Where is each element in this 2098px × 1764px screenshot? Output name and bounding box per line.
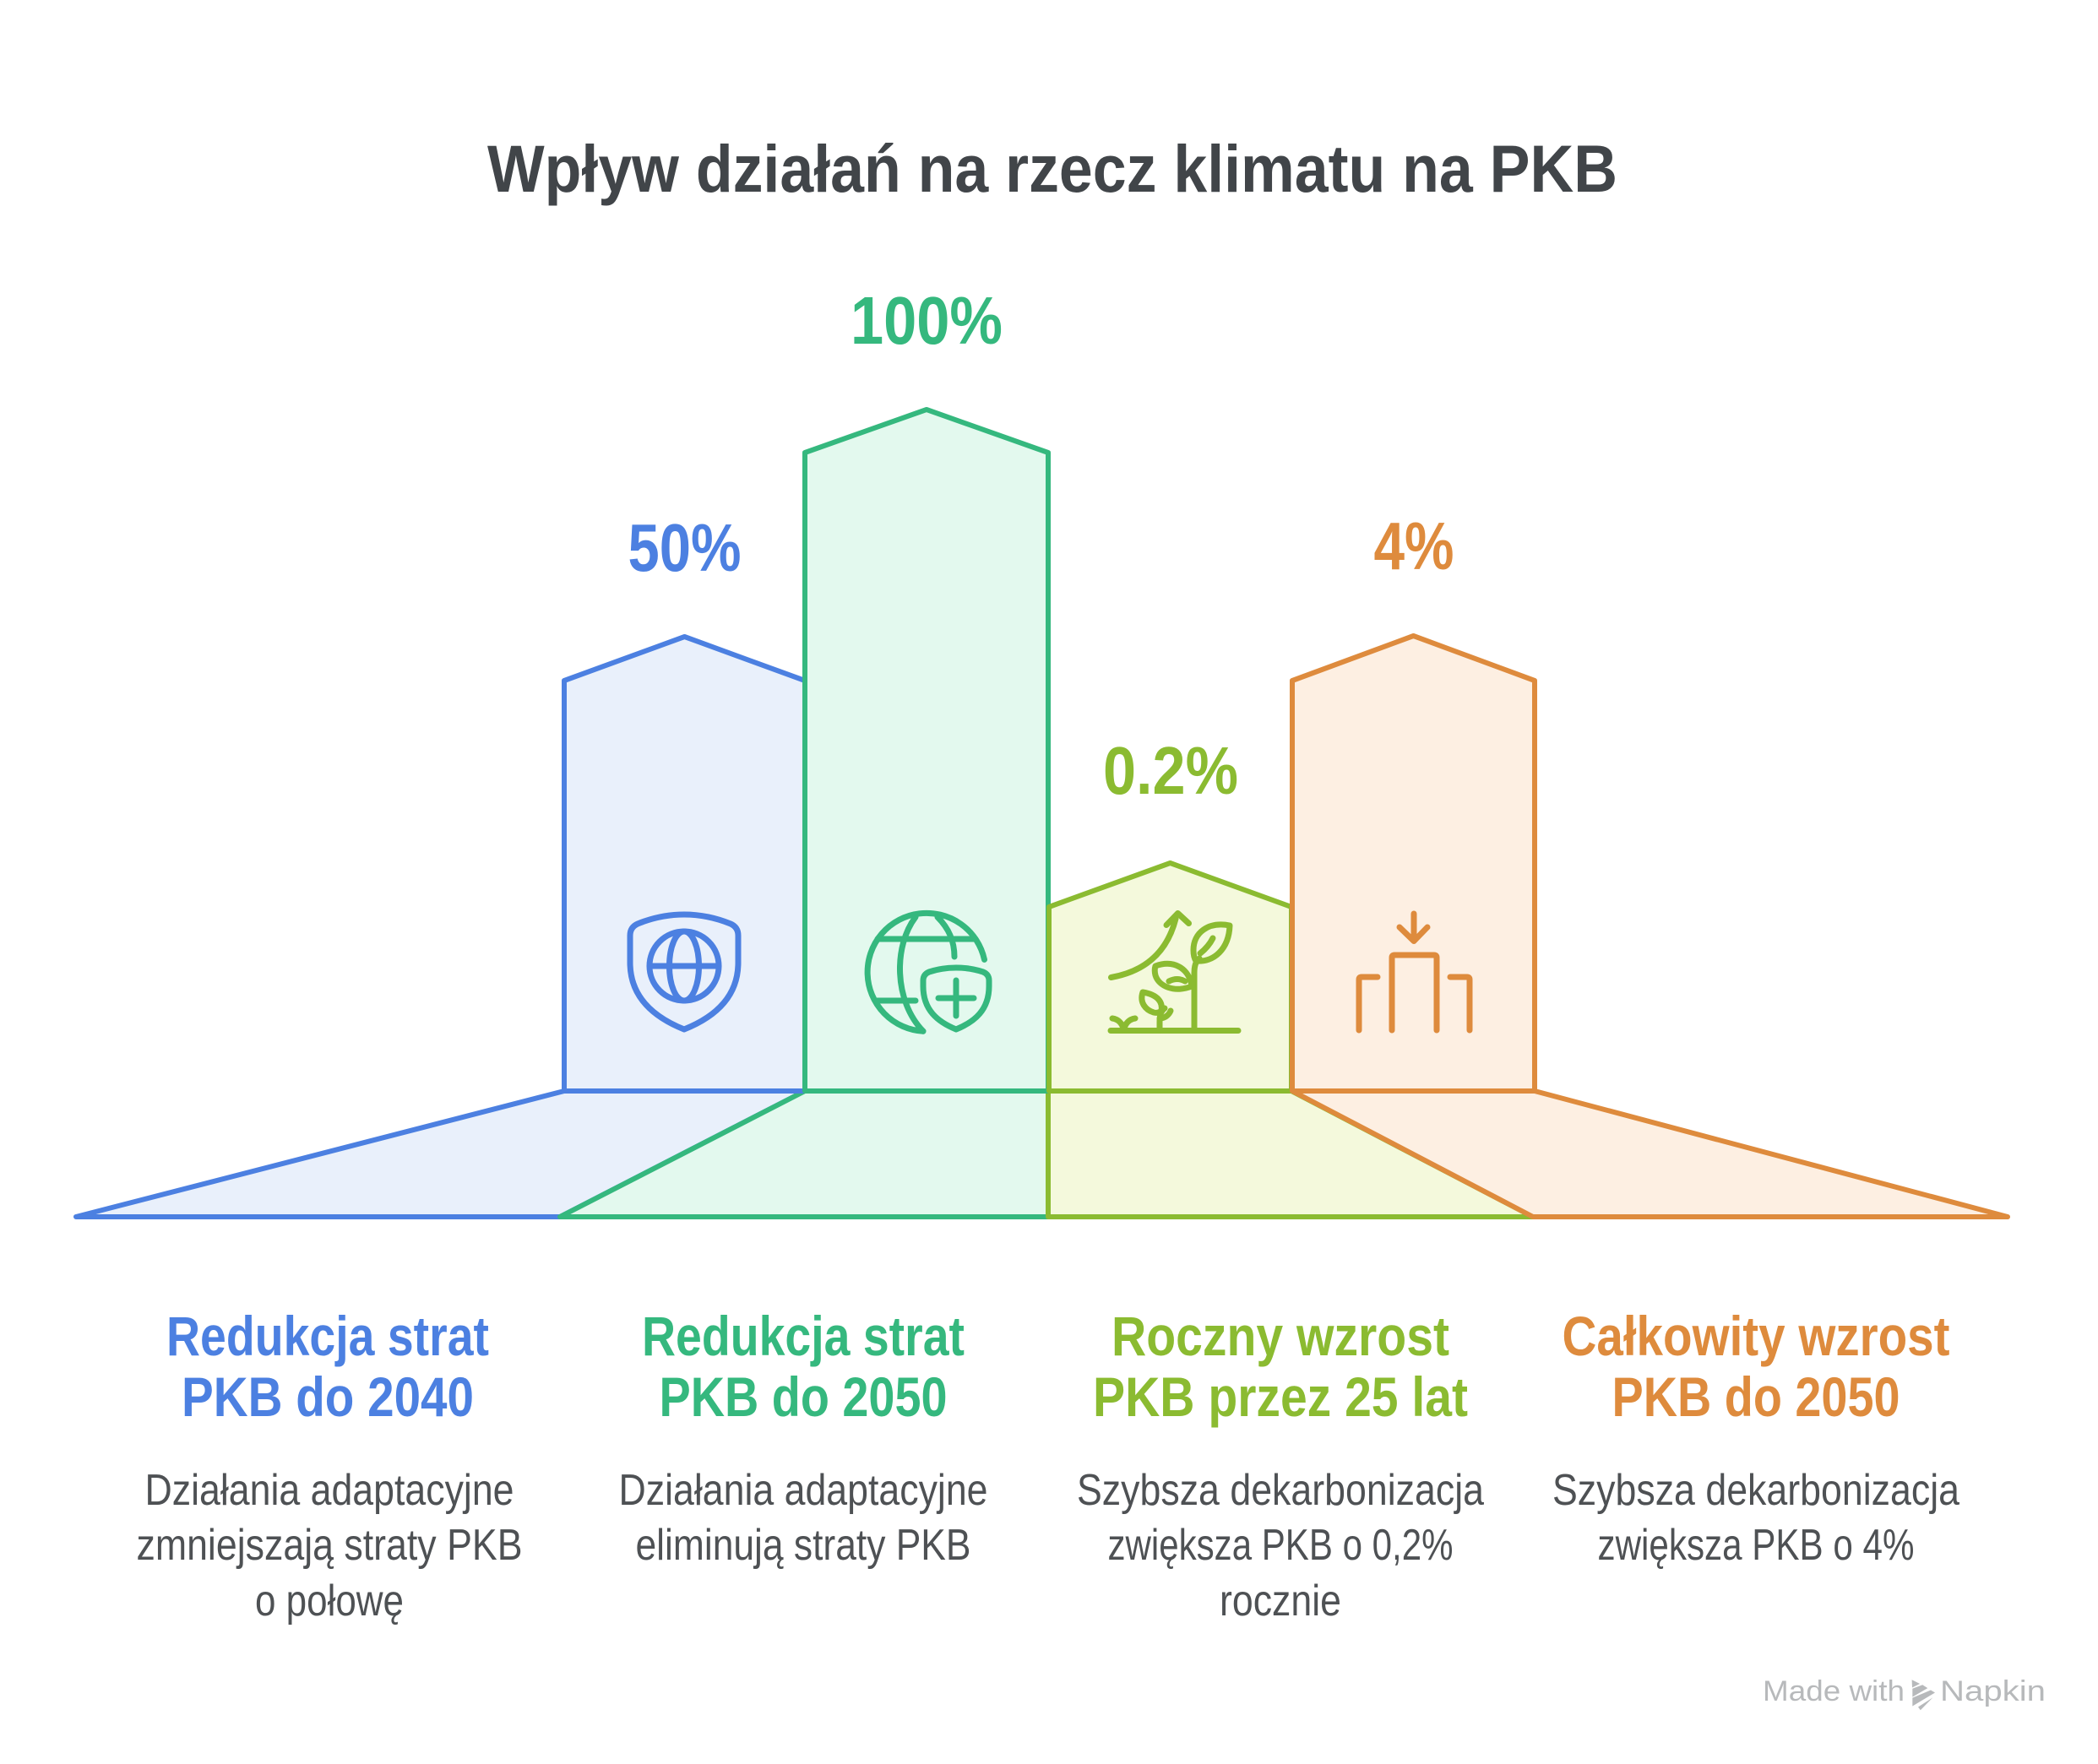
- svg-text:PKB do 2040: PKB do 2040: [182, 1365, 474, 1428]
- svg-text:Szybsza dekarbonizacja: Szybsza dekarbonizacja: [1077, 1466, 1484, 1515]
- svg-text:Wpływ działań na rzecz klimatu: Wpływ działań na rzecz klimatu na PKB: [487, 131, 1617, 206]
- svg-text:eliminują straty PKB: eliminują straty PKB: [636, 1521, 971, 1570]
- svg-text:Całkowity wzrost: Całkowity wzrost: [1563, 1305, 1950, 1367]
- svg-text:rocznie: rocznie: [1220, 1577, 1341, 1626]
- svg-text:Made with: Made with: [1763, 1675, 1905, 1707]
- svg-text:o połowę: o połowę: [255, 1577, 404, 1626]
- svg-text:zwiększa PKB o 0,2%: zwiększa PKB o 0,2%: [1108, 1521, 1454, 1570]
- svg-text:50%: 50%: [628, 510, 742, 585]
- svg-text:zmniejszają straty PKB: zmniejszają straty PKB: [137, 1521, 523, 1570]
- svg-text:PKB przez 25 lat: PKB przez 25 lat: [1093, 1365, 1468, 1428]
- svg-text:100%: 100%: [851, 283, 1003, 358]
- svg-text:Działania adaptacyjne: Działania adaptacyjne: [145, 1466, 514, 1515]
- svg-text:Redukcja strat: Redukcja strat: [642, 1305, 965, 1367]
- svg-text:Napkin: Napkin: [1940, 1675, 2046, 1707]
- svg-text:Roczny wzrost: Roczny wzrost: [1112, 1305, 1449, 1367]
- svg-text:Redukcja strat: Redukcja strat: [166, 1305, 489, 1367]
- svg-text:0.2%: 0.2%: [1103, 733, 1238, 808]
- svg-text:4%: 4%: [1374, 508, 1454, 583]
- svg-text:PKB do 2050: PKB do 2050: [660, 1365, 948, 1428]
- svg-text:zwiększa PKB o 4%: zwiększa PKB o 4%: [1598, 1521, 1915, 1570]
- svg-text:Działania adaptacyjne: Działania adaptacyjne: [619, 1466, 988, 1515]
- svg-text:Szybsza dekarbonizacja: Szybsza dekarbonizacja: [1552, 1466, 1959, 1515]
- svg-text:PKB do 2050: PKB do 2050: [1612, 1365, 1900, 1428]
